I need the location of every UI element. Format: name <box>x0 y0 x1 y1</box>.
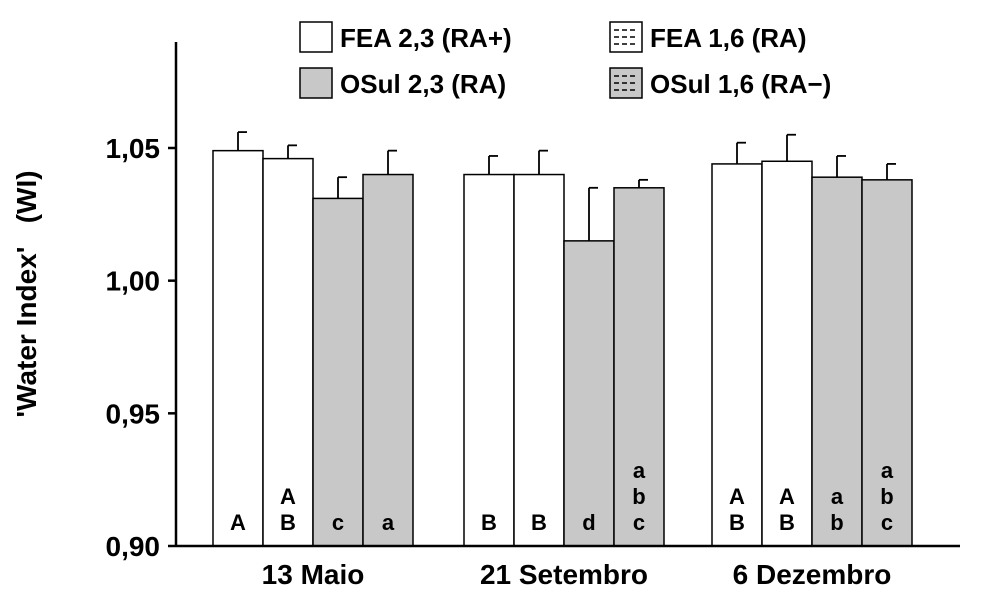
y-tick-label: 0,90 <box>106 531 161 562</box>
legend-swatch <box>299 67 333 99</box>
significance-letter: a <box>881 458 894 483</box>
significance-letter: A <box>280 484 296 509</box>
significance-letter: a <box>831 484 844 509</box>
legend-label: OSul 1,6 (RA−) <box>650 69 831 99</box>
bar <box>563 240 615 547</box>
bar <box>711 163 763 547</box>
significance-letter: A <box>230 510 246 535</box>
significance-letter: a <box>382 510 395 535</box>
bar <box>362 173 414 547</box>
significance-letter: c <box>633 510 645 535</box>
significance-letter: A <box>779 484 795 509</box>
x-tick-label: 21 Setembro <box>480 559 648 590</box>
letter-background <box>874 454 900 546</box>
legend-swatch <box>299 21 333 53</box>
significance-letter: B <box>280 510 296 535</box>
axes <box>174 42 960 548</box>
significance-letter: c <box>332 510 344 535</box>
legend: FEA 2,3 (RA+) FEA 1,6 (RA) OSul 2,3 (RA) OS… <box>299 21 831 99</box>
significance-letter: b <box>830 510 843 535</box>
significance-letter: B <box>779 510 795 535</box>
x-tick-labels: 13 Maio 21 Setembro 6 Dezembro <box>262 559 892 590</box>
significance-letter: d <box>582 510 595 535</box>
significance-letter: b <box>880 484 893 509</box>
bar <box>312 197 364 547</box>
significance-letter: b <box>632 484 645 509</box>
significance-letter: a <box>633 458 646 483</box>
y-tick-label: 0,95 <box>106 398 161 429</box>
legend-label: OSul 2,3 (RA) <box>340 69 506 99</box>
significance-letter: B <box>729 510 745 535</box>
significance-letter: A <box>729 484 745 509</box>
x-tick-label: 13 Maio <box>262 559 365 590</box>
x-tick-label: 6 Dezembro <box>733 559 892 590</box>
significance-letter: c <box>881 510 893 535</box>
bar <box>463 173 515 547</box>
y-ticks: 0,90 0,95 1,00 1,05 <box>106 133 176 562</box>
significance-letter: B <box>481 510 497 535</box>
y-tick-label: 1,05 <box>106 133 161 164</box>
significance-letter: B <box>531 510 547 535</box>
bar <box>212 149 264 547</box>
letter-background <box>626 454 652 546</box>
bar <box>262 157 314 547</box>
legend-label: FEA 2,3 (RA+) <box>340 23 512 53</box>
y-axis-label: 'Water Index' (WI) <box>11 170 42 417</box>
letter-background <box>375 506 401 546</box>
y-tick-label: 1,00 <box>106 266 161 297</box>
legend-label: FEA 1,6 (RA) <box>650 23 807 53</box>
bar <box>513 173 565 547</box>
